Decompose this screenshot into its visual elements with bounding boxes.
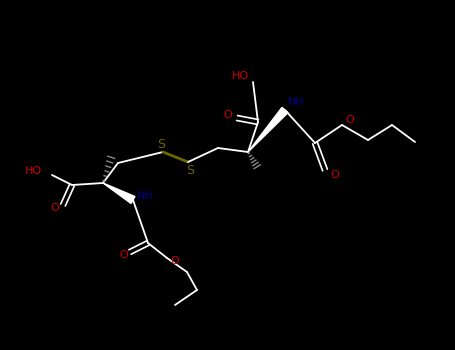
Text: O: O (330, 170, 339, 180)
Text: O: O (50, 203, 59, 213)
Text: S: S (186, 163, 194, 176)
Polygon shape (248, 107, 288, 152)
Text: O: O (223, 110, 232, 120)
Text: O: O (119, 250, 128, 260)
Text: S: S (157, 138, 165, 150)
Text: HO: HO (25, 166, 42, 176)
Text: HO: HO (232, 71, 249, 81)
Text: NH: NH (288, 97, 305, 107)
Text: NH: NH (137, 191, 154, 201)
Text: O: O (170, 256, 179, 266)
Text: O: O (345, 115, 354, 125)
Polygon shape (103, 183, 135, 203)
